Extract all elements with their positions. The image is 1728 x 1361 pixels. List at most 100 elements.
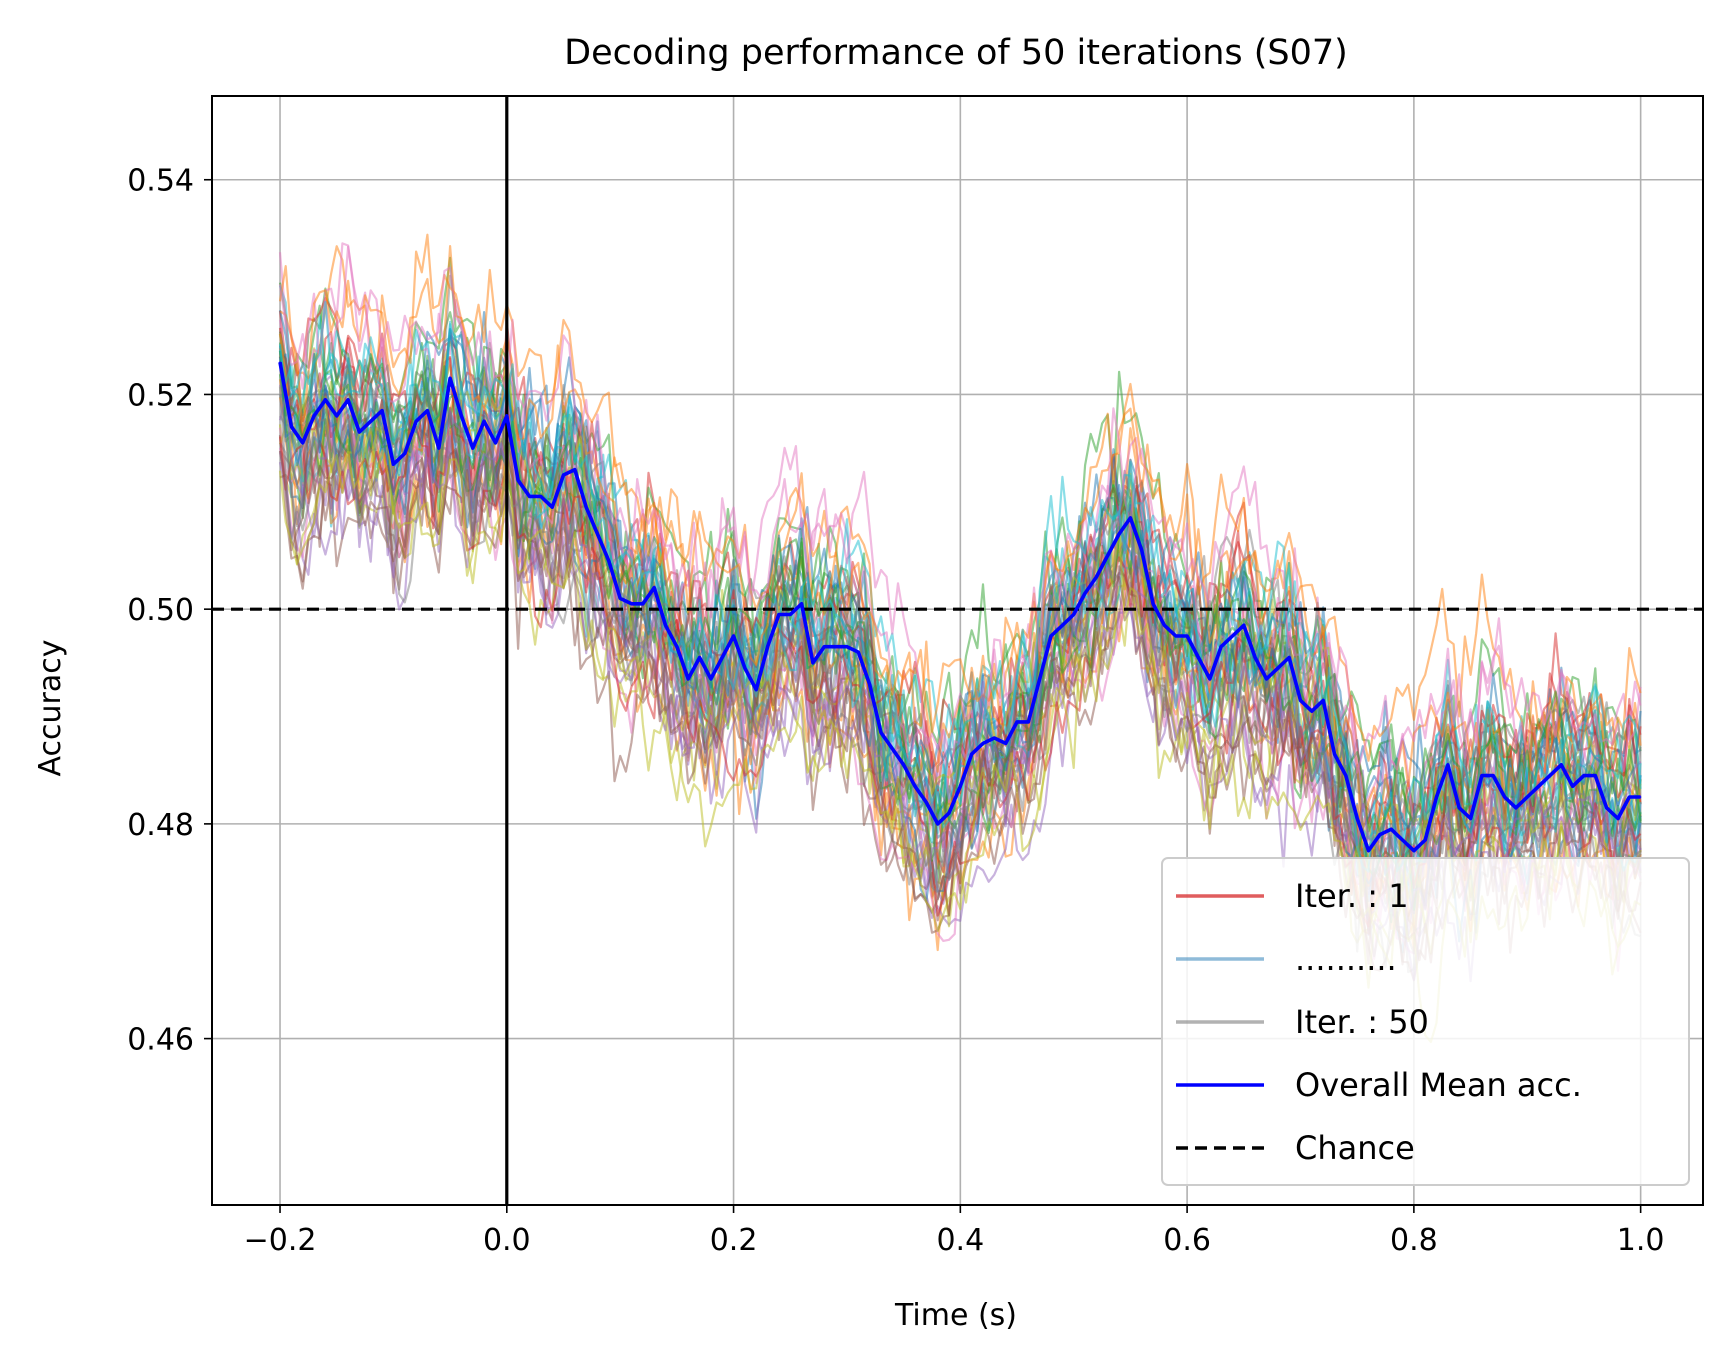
x-tick-label: 0.0 bbox=[483, 1223, 531, 1258]
mean-point bbox=[1379, 833, 1381, 836]
mean-point bbox=[959, 785, 962, 788]
mean-point bbox=[630, 603, 633, 605]
mean-point bbox=[279, 361, 281, 364]
mean-point bbox=[936, 823, 939, 825]
y-tick-label: 0.54 bbox=[127, 164, 194, 199]
mean-point bbox=[596, 533, 599, 535]
y-axis-label: Accuracy bbox=[33, 640, 68, 777]
mean-point bbox=[710, 678, 712, 680]
mean-point bbox=[1243, 624, 1245, 627]
mean-point bbox=[1288, 656, 1290, 659]
mean-point bbox=[1605, 807, 1608, 809]
mean-point bbox=[1492, 774, 1494, 777]
mean-point bbox=[993, 737, 996, 739]
mean-point bbox=[1209, 678, 1211, 680]
legend-label: Iter. : 50 bbox=[1295, 1003, 1429, 1041]
mean-point bbox=[857, 651, 860, 653]
mean-point bbox=[1231, 635, 1234, 637]
mean-point bbox=[1277, 667, 1279, 669]
mean-point bbox=[324, 399, 327, 401]
mean-point bbox=[823, 645, 826, 648]
mean-point bbox=[494, 442, 497, 444]
mean-point bbox=[404, 452, 406, 455]
mean-point bbox=[925, 801, 928, 804]
mean-point bbox=[1027, 721, 1030, 723]
mean-point bbox=[483, 420, 485, 423]
mean-point bbox=[1401, 839, 1404, 841]
mean-point bbox=[1152, 603, 1154, 605]
mean-point bbox=[358, 431, 361, 433]
mean-point bbox=[551, 506, 553, 509]
mean-point bbox=[1050, 635, 1052, 637]
mean-point bbox=[1038, 678, 1041, 680]
legend-label: Iter. : 1 bbox=[1295, 877, 1409, 915]
mean-point bbox=[721, 656, 723, 659]
mean-point bbox=[506, 415, 508, 417]
legend-box bbox=[1161, 857, 1690, 1186]
mean-point bbox=[381, 409, 383, 412]
legend-label: Overall Mean acc. bbox=[1295, 1066, 1582, 1104]
mean-point bbox=[290, 425, 293, 428]
mean-point bbox=[766, 645, 769, 648]
mean-line-group bbox=[278, 361, 1642, 853]
mean-point bbox=[1526, 796, 1529, 798]
mean-point bbox=[1537, 785, 1540, 788]
mean-point bbox=[846, 645, 848, 648]
mean-point bbox=[676, 645, 678, 648]
plot-frame bbox=[211, 95, 1704, 1206]
mean-point bbox=[426, 409, 429, 412]
mean-point bbox=[1265, 678, 1268, 680]
mean-point bbox=[1095, 576, 1098, 578]
mean-point bbox=[313, 415, 315, 417]
mean-point bbox=[335, 415, 338, 417]
mean-point bbox=[460, 415, 463, 417]
legend: Iter. : 1.......... Iter. : 50 Overall Mea… bbox=[1161, 857, 1690, 1186]
mean-point bbox=[1163, 624, 1166, 627]
axis-ticks: −0.2 0.0 0.2 0.4 0.6 0.8 1.0 0.46 0.48 0.50 0.52 0.… bbox=[127, 164, 1664, 1258]
mean-point bbox=[1197, 656, 1200, 659]
mean-point bbox=[1503, 796, 1506, 798]
mean-point bbox=[970, 753, 973, 755]
mean-point bbox=[528, 495, 531, 498]
mean-point bbox=[369, 420, 372, 423]
mean-point bbox=[1447, 764, 1449, 766]
mean-point bbox=[1413, 849, 1415, 852]
mean-point bbox=[789, 613, 792, 616]
mean-point bbox=[472, 447, 474, 449]
legend-label: .......... bbox=[1295, 940, 1397, 978]
mean-point bbox=[1628, 796, 1631, 798]
mean-point bbox=[755, 688, 757, 691]
mean-point bbox=[1481, 774, 1483, 777]
mean-point bbox=[1016, 721, 1018, 723]
reference-lines bbox=[212, 96, 1703, 1205]
mean-point bbox=[1129, 517, 1132, 519]
mean-point bbox=[687, 678, 689, 680]
mean-point bbox=[619, 597, 621, 600]
mean-point bbox=[1424, 839, 1426, 841]
mean-point bbox=[1583, 774, 1585, 777]
mean-point bbox=[1175, 635, 1177, 637]
mean-point bbox=[642, 603, 644, 605]
mean-point bbox=[732, 635, 735, 637]
mean-point bbox=[517, 479, 519, 482]
mean-point bbox=[1322, 699, 1324, 702]
x-tick-label: 0.8 bbox=[1390, 1223, 1438, 1258]
mean-point bbox=[1458, 807, 1460, 809]
y-tick-label: 0.52 bbox=[127, 378, 194, 413]
mean-point bbox=[1594, 774, 1597, 777]
mean-point bbox=[880, 731, 882, 734]
mean-point bbox=[1299, 699, 1302, 702]
mean-point bbox=[800, 603, 803, 605]
y-tick-label: 0.48 bbox=[127, 808, 194, 843]
mean-point bbox=[653, 586, 655, 589]
mean-point bbox=[1617, 817, 1619, 820]
mean-point bbox=[1549, 774, 1551, 777]
mean-point bbox=[1469, 817, 1472, 820]
mean-point bbox=[1515, 807, 1517, 809]
x-tick-label: 0.4 bbox=[936, 1223, 984, 1258]
mean-point bbox=[392, 463, 395, 466]
mean-point bbox=[1435, 796, 1438, 798]
mean-point bbox=[1106, 554, 1109, 557]
mean-point bbox=[608, 560, 610, 562]
